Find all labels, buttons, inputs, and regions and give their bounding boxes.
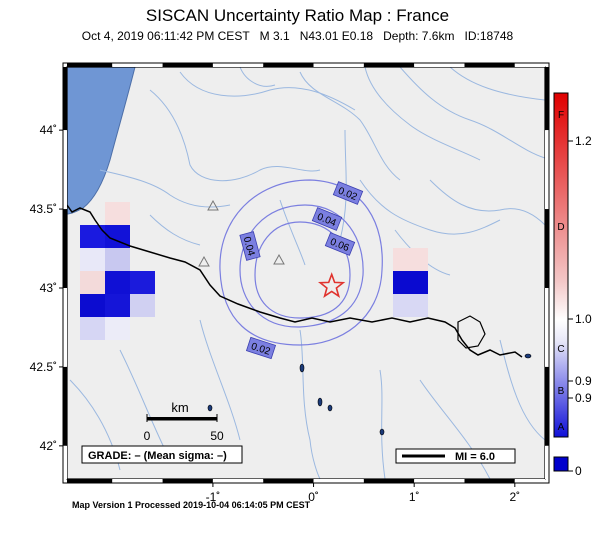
- lat-tick-label: 42.5˚: [30, 360, 57, 374]
- frame-segment: [545, 209, 549, 288]
- station-triangle-icon: [273, 253, 285, 265]
- lat-tick-label: 43.5˚: [30, 202, 57, 216]
- frame-segment: [313, 63, 364, 67]
- seismic-stations: [198, 199, 285, 267]
- map-subtitle: Oct 4, 2019 06:11:42 PM CEST M 3.1 N43.0…: [0, 29, 595, 43]
- frame-segment: [162, 479, 213, 483]
- frame-segment: [414, 63, 465, 67]
- colorbar-value-5: 0: [575, 464, 582, 478]
- frame-segment: [545, 287, 549, 367]
- colorbar-letter-c: C: [557, 344, 564, 355]
- contour-label-4: 0.04: [241, 236, 257, 258]
- sea-area: [67, 67, 136, 215]
- scale-bar: km 0 50: [144, 400, 224, 443]
- map-frame: [62, 62, 550, 484]
- frame-segment: [545, 67, 549, 131]
- frame-segment: [112, 63, 163, 67]
- frame-segment: [112, 479, 163, 483]
- frame-segment: [545, 445, 549, 479]
- frame-segment: [363, 63, 415, 67]
- processing-footer: Map Version 1 Processed 2019-10-04 06:14…: [72, 500, 311, 510]
- lon-tick-label: 2˚: [509, 490, 520, 504]
- colorbar-letter-b: B: [558, 386, 565, 397]
- frame-segment: [162, 63, 213, 67]
- lon-tick-label: -1˚: [206, 490, 221, 504]
- event-datetime: Oct 4, 2019 06:11:42 PM CEST: [81, 29, 250, 43]
- frame-outline: [62, 62, 550, 484]
- frame-segment: [514, 63, 545, 67]
- frame-segment: [63, 130, 67, 210]
- contour-labels: 0.02 0.04 0.06 0.04 0.02: [239, 181, 364, 360]
- frame-segment: [464, 63, 515, 67]
- frame-segment: [514, 479, 545, 483]
- lon-tick-label: 0˚: [308, 490, 319, 504]
- colorbar-value-1: 1.2: [575, 134, 592, 148]
- frame-segment: [63, 287, 67, 367]
- scale-start: 0: [144, 429, 151, 443]
- colorbar-value-2: 1.0: [575, 312, 592, 326]
- frame-segment: [212, 479, 264, 483]
- colorbar-value-4: 0.9: [575, 391, 592, 405]
- scale-unit: km: [171, 400, 188, 415]
- frame-segment: [464, 479, 515, 483]
- event-id: ID:18748: [464, 29, 514, 43]
- event-location: N43.01 E0.18: [299, 29, 374, 43]
- colorbar-gradient: [553, 92, 569, 438]
- grade-text: GRADE: – (Mean sigma: –): [88, 450, 227, 462]
- frame-segment: [545, 366, 549, 446]
- map-title: SISCAN Uncertainty Ratio Map : France: [145, 6, 450, 25]
- frame-segment: [67, 63, 113, 67]
- frame-segment: [63, 366, 67, 446]
- mi-legend-text: MI = 6.0: [455, 451, 495, 463]
- station-triangle-icon: [207, 199, 219, 211]
- colorbar-letter-f: F: [558, 110, 564, 121]
- frame-segment: [212, 63, 264, 67]
- grade-box: GRADE: – (Mean sigma: –): [81, 445, 243, 464]
- lon-tick-label: 1˚: [409, 490, 420, 504]
- frame-segment: [63, 445, 67, 479]
- colorbar-zero-swatch: [553, 456, 569, 472]
- lat-tick-label: 42˚: [40, 439, 57, 453]
- frame-segment: [263, 63, 314, 67]
- event-depth: Depth: 7.6km: [383, 29, 455, 43]
- frame-segment: [363, 479, 415, 483]
- colorbar: F D C B A 1.2 1.0 0.9 0.9 0: [553, 92, 592, 478]
- colorbar-letter-d: D: [557, 222, 564, 233]
- lat-tick-label: 44˚: [40, 123, 57, 137]
- frame-segment: [545, 130, 549, 210]
- lat-tick-label: 43˚: [40, 281, 57, 295]
- frame-segment: [67, 479, 113, 483]
- mi-legend: MI = 6.0: [395, 448, 516, 464]
- national-border: [67, 204, 523, 358]
- frame-segment: [414, 479, 465, 483]
- frame-segment: [263, 479, 314, 483]
- uncertainty-grid: [80, 202, 428, 340]
- andorra-border: [457, 315, 486, 349]
- colorbar-value-3: 0.9: [575, 374, 592, 388]
- axis-tick-labels: 44˚ 43.5˚ 43˚ 42.5˚ 42˚ -1˚ 0˚ 1˚ 2˚: [30, 123, 521, 504]
- lakes: [207, 353, 532, 436]
- epicenter-star-icon[interactable]: [317, 272, 346, 298]
- frame-segment: [313, 479, 364, 483]
- event-magnitude: M 3.1: [259, 29, 290, 43]
- frame-segment: [63, 67, 67, 131]
- frame-segment: [63, 209, 67, 288]
- colorbar-letter-a: A: [558, 422, 565, 433]
- scale-end: 50: [210, 429, 224, 443]
- station-triangle-icon: [198, 255, 210, 267]
